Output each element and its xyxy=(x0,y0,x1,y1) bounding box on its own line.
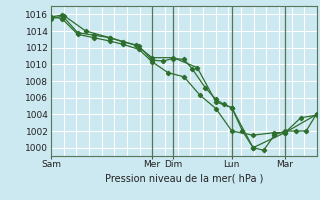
X-axis label: Pression niveau de la mer( hPa ): Pression niveau de la mer( hPa ) xyxy=(105,173,263,183)
